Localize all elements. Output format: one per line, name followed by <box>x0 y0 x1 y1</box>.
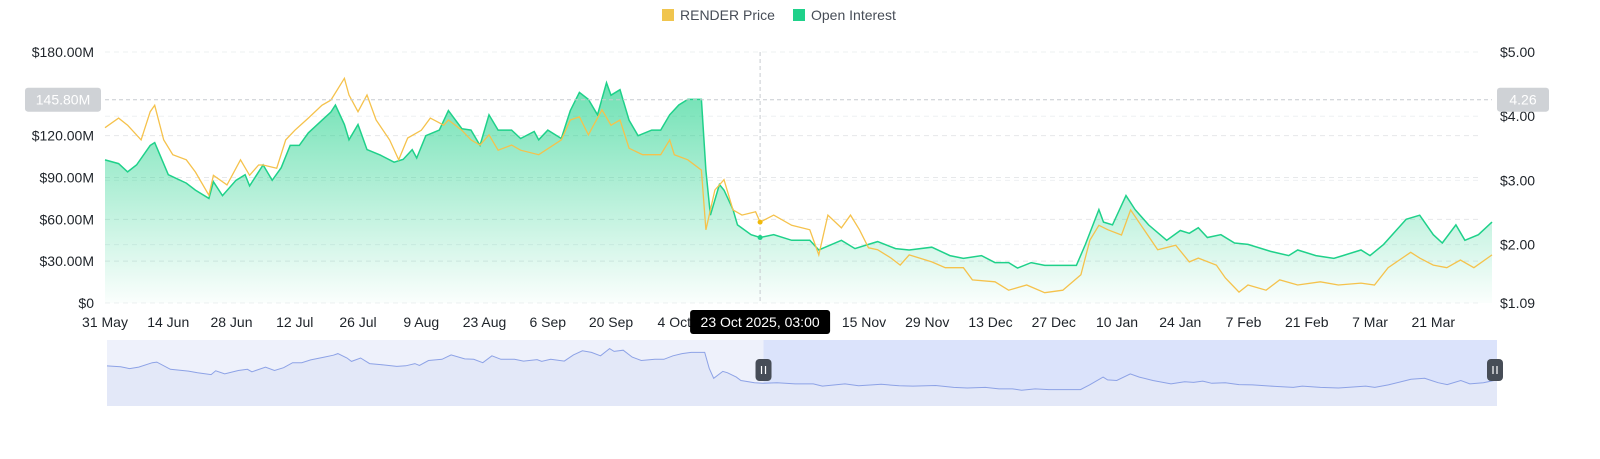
x-tick-label: 21 Mar <box>1411 314 1455 330</box>
navigator[interactable] <box>106 340 1503 406</box>
plot-area[interactable] <box>104 76 1493 303</box>
y-axis-left: $0 $30.00M $60.00M $90.00M $120.00M $180.00M <box>32 44 94 311</box>
crosshair-date-badge <box>690 310 831 334</box>
y-left-tick-label: $120.00M <box>32 128 94 144</box>
y-right-tick-label: $5.00 <box>1500 44 1535 60</box>
crosshair-date-label: 23 Oct 2025, 03:00 <box>701 314 820 330</box>
legend-swatch-open-interest <box>793 9 805 21</box>
x-tick-label: 26 Jul <box>339 314 376 330</box>
x-axis: 31 May 14 Jun 28 Jun 12 Jul 26 Jul 9 Aug 23 Au… <box>82 310 1455 334</box>
crosshair-left-badge <box>25 87 101 112</box>
crosshair-left-value: 145.80M <box>36 92 90 108</box>
legend-label-open-interest: Open Interest <box>811 7 896 23</box>
y-right-tick-label: $2.00 <box>1500 237 1535 253</box>
legend-label-price: RENDER Price <box>680 7 775 23</box>
navigator-area <box>107 348 1497 406</box>
legend-item-price[interactable]: RENDER Price <box>662 7 775 23</box>
x-tick-label: 27 Dec <box>1032 314 1076 330</box>
x-tick-label: 29 Nov <box>905 314 949 330</box>
y-left-tick-label: $30.00M <box>40 253 94 269</box>
x-tick-label: 31 May <box>82 314 128 330</box>
navigator-handle-right[interactable] <box>1487 359 1503 381</box>
price-line <box>104 76 1493 294</box>
x-tick-label: 21 Feb <box>1285 314 1329 330</box>
x-tick-label: 13 Dec <box>968 314 1012 330</box>
handle-grip <box>1487 359 1503 381</box>
navigator-line <box>106 347 1498 391</box>
x-tick-label: 4 Oct <box>658 314 692 330</box>
x-tick-label: 12 Jul <box>276 314 313 330</box>
crosshair-oi-marker <box>757 234 763 240</box>
crosshair-right-badge <box>1497 87 1549 112</box>
x-tick-label: 28 Jun <box>210 314 252 330</box>
crosshair-price-marker <box>757 219 763 225</box>
y-axis-right: $1.09 $2.00 $3.00 $4.00 $5.00 <box>1500 44 1535 311</box>
y-left-tick-label: $60.00M <box>40 211 94 227</box>
open-interest-area <box>105 82 1492 303</box>
x-tick-label: 7 Mar <box>1352 314 1388 330</box>
x-tick-label: 7 Feb <box>1226 314 1262 330</box>
legend-swatch-price <box>662 9 674 21</box>
y-left-tick-label: $90.00M <box>40 170 94 186</box>
y-right-tick-label: $3.00 <box>1500 172 1535 188</box>
navigator-handle-left[interactable] <box>755 359 772 381</box>
crosshair-right-value: 4.26 <box>1509 92 1536 108</box>
y-left-tick-label: $0 <box>78 295 94 311</box>
y-right-tick-label: $1.09 <box>1500 295 1535 311</box>
legend-item-open-interest[interactable]: Open Interest <box>793 7 896 23</box>
crosshair: 145.80M 4.26 <box>25 52 1549 303</box>
x-tick-label: 6 Sep <box>529 314 566 330</box>
handle-grip <box>755 359 772 381</box>
x-tick-label: 14 Jun <box>147 314 189 330</box>
x-tick-label: 24 Jan <box>1159 314 1201 330</box>
y-left-tick-label: $180.00M <box>32 44 94 60</box>
x-tick-label: 9 Aug <box>403 314 439 330</box>
x-tick-label: 20 Sep <box>589 314 634 330</box>
x-tick-label: 15 Nov <box>842 314 886 330</box>
y-right-tick-label: $4.00 <box>1500 108 1535 124</box>
x-tick-label: 23 Aug <box>463 314 507 330</box>
x-tick-label: 10 Jan <box>1096 314 1138 330</box>
legend: RENDER Price Open Interest <box>662 7 896 23</box>
